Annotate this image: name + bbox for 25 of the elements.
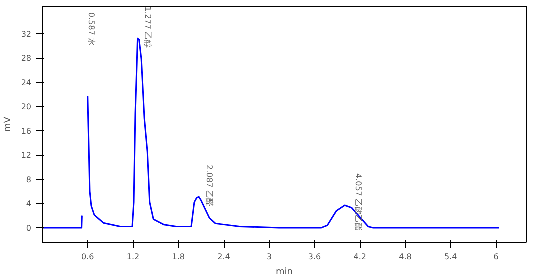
y-tick-label: 0 bbox=[26, 224, 32, 233]
y-tick-label: 28 bbox=[21, 54, 32, 64]
x-tick-label: 3 bbox=[266, 252, 272, 262]
x-tick-label: 2.4 bbox=[218, 252, 230, 262]
y-axis-title: mV bbox=[3, 116, 14, 132]
y-tick-label: 8 bbox=[26, 175, 32, 184]
x-tick-label: 6 bbox=[494, 252, 499, 262]
y-tick-label: 24 bbox=[21, 78, 32, 88]
x-tick-label: 4.2 bbox=[354, 252, 366, 262]
y-tick-label: 16 bbox=[21, 126, 32, 136]
x-tick-label: 1.2 bbox=[126, 252, 140, 262]
x-tick-label: 0.6 bbox=[82, 252, 94, 262]
y-tick-label: 4 bbox=[26, 200, 32, 209]
annotation: 4.057 乙酸乙酯 bbox=[354, 173, 363, 231]
y-tick-label: 12 bbox=[21, 151, 32, 160]
x-tick-label: 3.6 bbox=[308, 252, 322, 262]
x-tick-label: 4.8 bbox=[399, 252, 412, 262]
x-tick-label: 5.4 bbox=[444, 252, 458, 262]
y-tick-label: 20 bbox=[21, 102, 32, 112]
annotation: 0.587 水 bbox=[87, 12, 96, 46]
annotation: 2.087 乙醛 bbox=[204, 165, 214, 206]
annotation: 1.277 乙醇 bbox=[144, 6, 153, 48]
x-tick-label: 1.8 bbox=[172, 252, 185, 262]
x-axis-title: min bbox=[276, 268, 293, 278]
y-tick-label: 32 bbox=[21, 30, 32, 39]
